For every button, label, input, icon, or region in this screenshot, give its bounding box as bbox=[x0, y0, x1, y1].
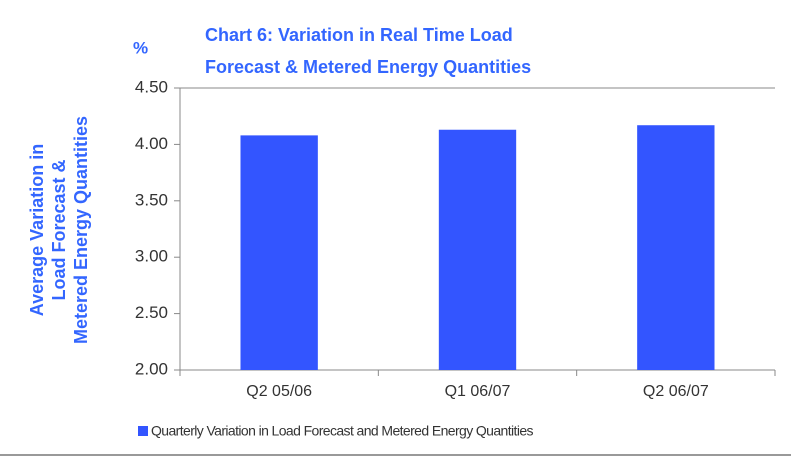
legend-swatch bbox=[138, 426, 148, 436]
y-tick-label: 2.50 bbox=[135, 303, 168, 322]
x-tick-label: Q2 05/06 bbox=[246, 383, 312, 400]
y-tick-label: 2.00 bbox=[135, 359, 168, 378]
x-tick-label: Q2 06/07 bbox=[643, 383, 709, 400]
bar bbox=[438, 129, 517, 370]
y-tick-label: 4.00 bbox=[135, 134, 168, 153]
x-tick-label: Q1 06/07 bbox=[445, 383, 511, 400]
legend-label: Quarterly Variation in Load Forecast and… bbox=[151, 423, 534, 439]
y-axis-title-line: Average Variation in bbox=[27, 144, 47, 316]
chart-title: Forecast & Metered Energy Quantities bbox=[205, 57, 531, 77]
bar bbox=[637, 125, 715, 370]
y-axis-title-line: Metered Energy Quantities bbox=[71, 116, 91, 344]
y-tick-label: 3.50 bbox=[135, 190, 168, 209]
y-axis-title-line: Load Forecast & bbox=[49, 159, 69, 300]
chart-title: Chart 6: Variation in Real Time Load bbox=[205, 25, 513, 45]
y-axis-title: Average Variation in Load Forecast & Met… bbox=[27, 116, 91, 344]
y-tick-label: 3.00 bbox=[135, 247, 168, 266]
y-unit: % bbox=[133, 38, 148, 57]
y-tick-label: 4.50 bbox=[135, 77, 168, 96]
bar bbox=[240, 135, 318, 370]
